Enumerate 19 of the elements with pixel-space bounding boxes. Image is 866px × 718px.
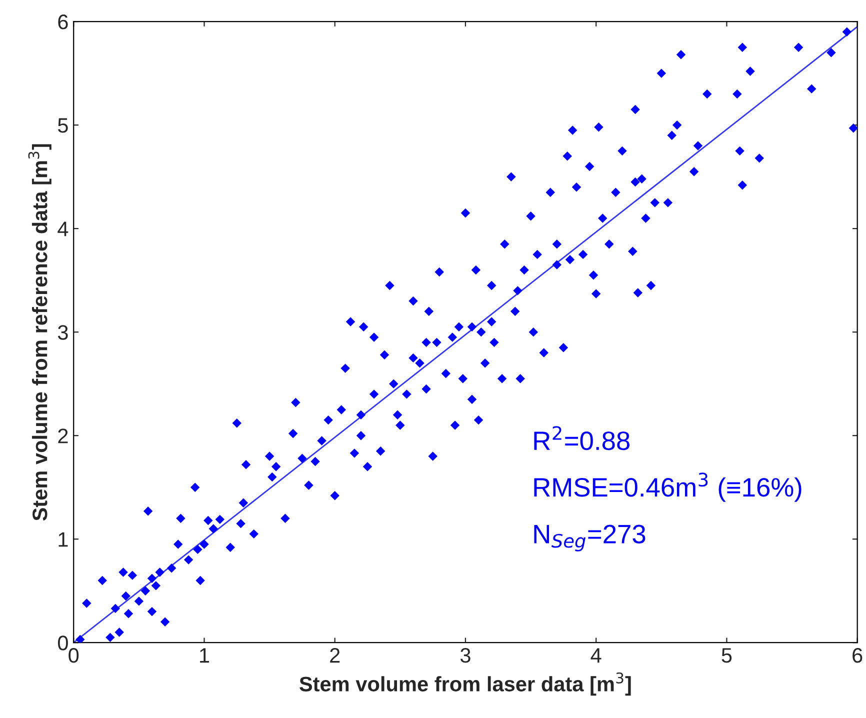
y-tick-label: 1: [58, 532, 68, 547]
x-tick-label: 3: [460, 648, 470, 663]
x-tick-label: 4: [590, 648, 602, 663]
y-tick-label: 0: [58, 636, 68, 650]
x-tick-label: 0: [68, 648, 79, 663]
x-tick-label: 5: [722, 648, 732, 663]
annotation: RMSE=0.46m$^{3}$ (≡16%): [534, 472, 802, 502]
y-tick-label: 3: [58, 325, 68, 340]
x-tick-label: 6: [852, 648, 862, 663]
annotation: R$^{2}$=0.88: [534, 426, 630, 450]
y-tick-label: 5: [58, 118, 68, 133]
y-tick-label: 6: [58, 14, 68, 30]
y-tick-label: 4: [58, 222, 68, 236]
annotation: N$_{Seg}$=273: [534, 524, 646, 552]
x-tick-label: 2: [330, 648, 340, 663]
x-axis-title: Stem volume from laser data [m$^{3}$]: [300, 672, 631, 696]
x-tick-label: 1: [200, 648, 210, 663]
y-tick-label: 2: [58, 428, 68, 444]
y-axis-title: Stem volume from reference data [m$^{3}$]: [28, 144, 52, 521]
